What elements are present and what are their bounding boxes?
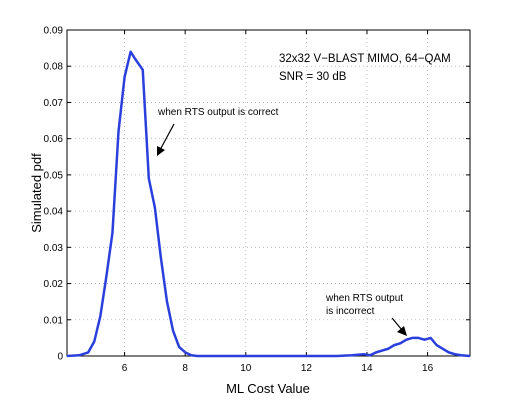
- y-tick-label: 0.06: [44, 134, 64, 145]
- x-tick-label: 12: [301, 363, 313, 374]
- x-tick-label: 8: [182, 363, 188, 374]
- y-tick-label: 0.03: [44, 243, 64, 254]
- x-tick-label: 6: [122, 363, 128, 374]
- x-tick-label: 14: [361, 363, 373, 374]
- annotation-incorrect-line1: when RTS output: [325, 293, 403, 304]
- x-axis-label: ML Cost Value: [226, 381, 310, 396]
- y-tick-label: 0.09: [44, 26, 64, 37]
- y-tick-label: 0.04: [44, 207, 64, 218]
- x-tick-label: 10: [240, 363, 252, 374]
- pdf-series-line: [66, 50, 471, 358]
- y-tick-label: 0.08: [44, 62, 64, 73]
- annotation-title-line1: 32x32 V−BLAST MIMO, 64−QAM: [279, 53, 451, 65]
- plot-area: [67, 30, 470, 356]
- annotation-incorrect-line2: is incorrect: [326, 306, 375, 317]
- y-tick-label: 0: [57, 352, 63, 363]
- y-tick-label: 0.07: [44, 98, 64, 109]
- y-axis: 0 0.01 0.02 0.03 0.04 0.05 0.06 0.07 0.08 0.09: [44, 26, 470, 363]
- annotation-correct: when RTS output is correct: [157, 107, 279, 118]
- arrow-incorrect: [391, 317, 407, 336]
- x-tick-label: 16: [422, 363, 434, 374]
- y-axis-label: Simulated pdf: [29, 153, 44, 233]
- y-tick-label: 0.01: [44, 315, 64, 326]
- y-tick-label: 0.05: [44, 170, 64, 181]
- arrow-correct: [157, 123, 175, 156]
- annotation-title-line2: SNR = 30 dB: [279, 71, 347, 83]
- y-tick-label: 0.02: [44, 279, 64, 290]
